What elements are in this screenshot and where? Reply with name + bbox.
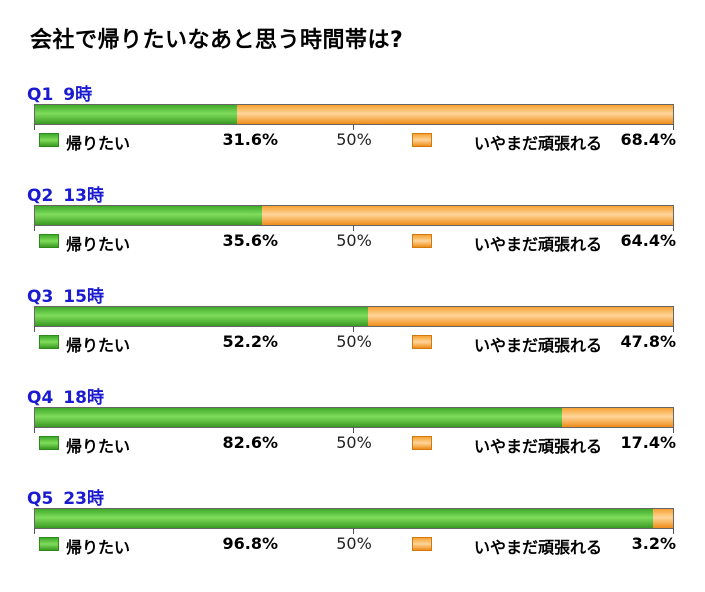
axis-tick-0 [34, 528, 35, 534]
value-label-kaeritai: 31.6% [222, 130, 278, 149]
question-time: 15時 [63, 287, 104, 307]
bar-segment-ganbareru [237, 105, 673, 124]
legend-swatch-kaeritai [39, 436, 59, 450]
bar-segment-kaeritai [35, 408, 562, 427]
legend-swatch-kaeritai [39, 133, 59, 147]
legend-swatch-ganbareru [412, 436, 432, 450]
value-label-kaeritai: 82.6% [222, 433, 278, 452]
midpoint-label: 50% [336, 231, 372, 250]
stacked-bar [34, 306, 674, 327]
stacked-bar [34, 205, 674, 226]
bar-segment-kaeritai [35, 105, 237, 124]
bar-segment-ganbareru [262, 206, 673, 225]
axis-tick-0 [34, 427, 35, 433]
question-label: Q2 13時 [27, 181, 114, 206]
axis-tick-50 [353, 427, 354, 433]
axis-tick-50 [353, 326, 354, 332]
question-label: Q4 18時 [27, 383, 114, 408]
bar-segment-ganbareru [562, 408, 673, 427]
value-label-kaeritai: 52.2% [222, 332, 278, 351]
stacked-bar [34, 104, 674, 125]
stacked-bar [34, 508, 674, 529]
value-label-ganbareru: 3.2% [631, 534, 676, 553]
question-id: Q4 [27, 388, 54, 408]
bar-segment-kaeritai [35, 307, 368, 326]
axis-tick-0 [34, 225, 35, 231]
question-time: 9時 [63, 85, 93, 105]
bar-axis [34, 124, 674, 130]
legend-swatch-kaeritai [39, 335, 59, 349]
question-time: 18時 [63, 388, 104, 408]
value-label-ganbareru: 64.4% [620, 231, 676, 250]
legend-swatch-kaeritai [39, 537, 59, 551]
axis-tick-100 [673, 124, 674, 130]
bar-segment-kaeritai [35, 509, 653, 528]
axis-tick-50 [353, 124, 354, 130]
legend-swatch-ganbareru [412, 537, 432, 551]
legend-swatch-ganbareru [412, 133, 432, 147]
legend-label-kaeritai: 帰りたい [66, 538, 131, 557]
legend-swatch-ganbareru [412, 335, 432, 349]
axis-tick-0 [34, 326, 35, 332]
question-time: 23時 [63, 489, 104, 509]
legend-swatch-kaeritai [39, 234, 59, 248]
legend-label-ganbareru: いやまだ頑張れる [474, 235, 603, 254]
question-label: Q1 9時 [27, 80, 102, 105]
legend-label-ganbareru: いやまだ頑張れる [474, 134, 603, 153]
bar-axis [34, 225, 674, 231]
axis-tick-50 [353, 528, 354, 534]
question-id: Q5 [27, 489, 54, 509]
bar-axis [34, 326, 674, 332]
axis-tick-100 [673, 326, 674, 332]
value-label-ganbareru: 47.8% [620, 332, 676, 351]
question-block-q5: Q5 23時 帰りたい 96.8% 50% いやまだ頑張れる 3.2% [0, 484, 705, 584]
midpoint-label: 50% [336, 433, 372, 452]
bar-segment-ganbareru [368, 307, 673, 326]
stacked-bar [34, 407, 674, 428]
axis-tick-50 [353, 225, 354, 231]
axis-tick-0 [34, 124, 35, 130]
bar-axis [34, 427, 674, 433]
legend-label-kaeritai: 帰りたい [66, 134, 131, 153]
legend-label-kaeritai: 帰りたい [66, 235, 131, 254]
value-label-ganbareru: 68.4% [620, 130, 676, 149]
bar-axis [34, 528, 674, 534]
legend-swatch-ganbareru [412, 234, 432, 248]
legend-label-ganbareru: いやまだ頑張れる [474, 538, 603, 557]
midpoint-label: 50% [336, 534, 372, 553]
question-label: Q5 23時 [27, 484, 114, 509]
legend-label-kaeritai: 帰りたい [66, 437, 131, 456]
question-label: Q3 15時 [27, 282, 114, 307]
axis-tick-100 [673, 427, 674, 433]
chart-title: 会社で帰りたいなあと思う時間帯は? [30, 28, 404, 53]
question-block-q1: Q1 9時 帰りたい 31.6% 50% いやまだ頑張れる 68.4% [0, 80, 705, 180]
question-block-q4: Q4 18時 帰りたい 82.6% 50% いやまだ頑張れる 17.4% [0, 383, 705, 483]
question-block-q3: Q3 15時 帰りたい 52.2% 50% いやまだ頑張れる 47.8% [0, 282, 705, 382]
question-time: 13時 [63, 186, 104, 206]
midpoint-label: 50% [336, 130, 372, 149]
bar-segment-kaeritai [35, 206, 262, 225]
legend-label-kaeritai: 帰りたい [66, 336, 131, 355]
bar-segment-ganbareru [653, 509, 673, 528]
midpoint-label: 50% [336, 332, 372, 351]
value-label-ganbareru: 17.4% [620, 433, 676, 452]
question-id: Q1 [27, 85, 54, 105]
question-id: Q2 [27, 186, 54, 206]
legend-label-ganbareru: いやまだ頑張れる [474, 437, 603, 456]
question-id: Q3 [27, 287, 54, 307]
value-label-kaeritai: 35.6% [222, 231, 278, 250]
value-label-kaeritai: 96.8% [222, 534, 278, 553]
axis-tick-100 [673, 225, 674, 231]
legend-label-ganbareru: いやまだ頑張れる [474, 336, 603, 355]
question-block-q2: Q2 13時 帰りたい 35.6% 50% いやまだ頑張れる 64.4% [0, 181, 705, 281]
axis-tick-100 [673, 528, 674, 534]
